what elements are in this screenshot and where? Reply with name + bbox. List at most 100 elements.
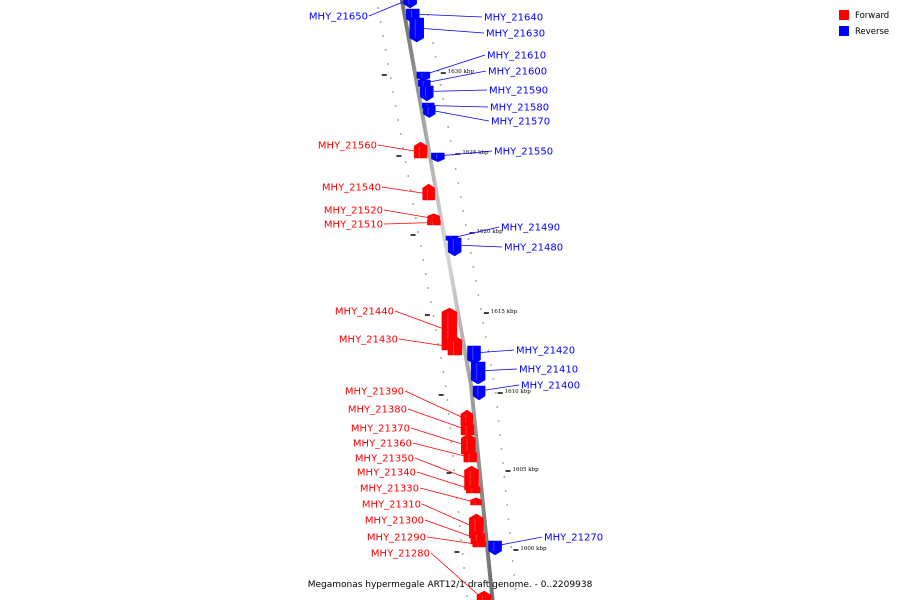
scale-mark-label: 1620 kbp: [477, 229, 504, 235]
gene-label[interactable]: MHY_21360: [353, 439, 412, 450]
gene-glyph[interactable]: [470, 361, 486, 385]
gene-label[interactable]: MHY_21420: [516, 346, 575, 357]
gene-features: MHY_21650 MHY_21640 MHY_21630 MHY_21610 MHY_…: [309, 0, 603, 600]
gene-glyph[interactable]: [447, 335, 463, 356]
gene-leader-line: [429, 109, 490, 122]
gene-label[interactable]: MHY_21570: [491, 117, 550, 128]
gene-leader-line: [424, 519, 479, 540]
gene-label[interactable]: MHY_21630: [486, 29, 545, 40]
gene-label[interactable]: MHY_21380: [348, 405, 407, 416]
gene-label[interactable]: MHY_21410: [519, 365, 578, 376]
gene-label[interactable]: MHY_21310: [362, 500, 421, 511]
gene-label[interactable]: MHY_21510: [324, 220, 383, 231]
gene-leader-line: [412, 442, 471, 458]
gene-glyph[interactable]: [431, 152, 445, 162]
gene-leader-line: [479, 384, 520, 392]
gene-label[interactable]: MHY_21330: [360, 484, 419, 495]
gene-label[interactable]: MHY_21640: [484, 13, 543, 24]
gene-leader-line: [416, 471, 474, 491]
gene-glyph[interactable]: [413, 141, 428, 159]
legend-label: Forward: [855, 11, 889, 21]
gene-label[interactable]: MHY_21600: [488, 67, 547, 78]
gene-label[interactable]: MHY_21300: [365, 516, 424, 527]
gene-glyph[interactable]: [409, 17, 424, 43]
gene-leader-line: [421, 503, 477, 529]
legend-swatch: [839, 26, 849, 36]
gene-glyph[interactable]: [488, 540, 502, 556]
gene-label[interactable]: MHY_21490: [501, 223, 560, 234]
gene-glyph[interactable]: [467, 345, 481, 365]
gene-glyph[interactable]: [472, 539, 486, 548]
gene-leader-line: [423, 54, 486, 76]
gene-label[interactable]: MHY_21590: [489, 86, 548, 97]
gene-leader-line: [377, 144, 421, 153]
gene-glyph[interactable]: [422, 183, 435, 201]
gene-label[interactable]: MHY_21350: [355, 454, 414, 465]
gene-leader-line: [451, 226, 500, 239]
gene-leader-line: [407, 408, 468, 431]
gene-glyph[interactable]: [423, 105, 436, 118]
gene-glyph[interactable]: [420, 85, 434, 102]
gene-leader-line: [426, 89, 488, 92]
scale-mark-label: 1605 kbp: [513, 467, 540, 473]
gene-leader-line: [383, 209, 434, 219]
gene-leader-line: [368, 0, 409, 17]
gene-leader-line: [428, 105, 489, 108]
genome-backbone: [399, 0, 495, 600]
scale-mark-label: 1625 kbp: [462, 150, 489, 156]
scale-mark-label: 1600 kbp: [520, 546, 547, 552]
gene-label[interactable]: MHY_21290: [367, 533, 426, 544]
gene-label[interactable]: MHY_21370: [351, 424, 410, 435]
gene-label[interactable]: MHY_21280: [371, 549, 430, 560]
gene-glyph[interactable]: [403, 0, 417, 9]
gene-leader-line: [414, 457, 472, 481]
gene-leader-line: [404, 390, 468, 420]
gene-glyph[interactable]: [447, 237, 462, 257]
gene-glyph[interactable]: [463, 448, 478, 463]
gene-leader-line: [419, 487, 477, 503]
gene-label[interactable]: MHY_21400: [521, 381, 580, 392]
gene-leader-line: [383, 222, 434, 225]
gene-leader-line: [454, 244, 503, 248]
scale-mark-label: 1630 kbp: [448, 69, 475, 75]
gene-leader-line: [473, 349, 515, 354]
gene-leader-line: [495, 536, 543, 547]
gene-label[interactable]: MHY_21520: [324, 206, 383, 217]
gene-glyph[interactable]: [460, 420, 475, 436]
gene-label[interactable]: MHY_21550: [494, 147, 553, 158]
gene-leader-line: [381, 186, 429, 195]
gene-label[interactable]: MHY_21430: [339, 335, 398, 346]
gene-label[interactable]: MHY_21650: [309, 12, 368, 23]
gene-glyph[interactable]: [472, 385, 486, 401]
gene-leader-line: [424, 70, 487, 84]
map-caption: Megamonas hypermegale ART12/1 draft geno…: [308, 580, 593, 590]
gene-leader-line: [398, 338, 455, 348]
gene-leader-line: [412, 13, 483, 18]
gene-label[interactable]: MHY_21340: [357, 468, 416, 479]
gene-label[interactable]: MHY_21440: [335, 307, 394, 318]
gene-label[interactable]: MHY_21560: [318, 141, 377, 152]
scale-mark-label: 1615 kbp: [491, 309, 518, 315]
gene-leader-line: [478, 368, 518, 372]
minor-ticks: [377, 7, 517, 597]
legend-label: Reverse: [855, 27, 889, 37]
gene-leader-line: [437, 150, 493, 157]
gene-leader-line: [430, 552, 485, 600]
gene-label[interactable]: MHY_21580: [490, 103, 549, 114]
gene-leader-line: [416, 27, 485, 34]
gene-glyph[interactable]: [427, 217, 441, 226]
gene-label[interactable]: MHY_21540: [322, 183, 381, 194]
gene-label[interactable]: MHY_21270: [544, 533, 603, 544]
gene-label[interactable]: MHY_21390: [345, 387, 404, 398]
scale-mark-label: 1610 kbp: [505, 389, 532, 395]
gene-label[interactable]: MHY_21480: [504, 243, 563, 254]
gene-glyph[interactable]: [476, 590, 492, 600]
scale-marks: 1630 kbp 1625 kbp 1620 kbp 1615 kbp 1610 kbp…: [381, 69, 547, 553]
legend-swatch: [839, 10, 849, 20]
gene-leader-line: [394, 310, 450, 332]
gene-leader-line: [410, 427, 469, 447]
gene-leader-line: [426, 536, 480, 545]
legend: Forward Reverse: [839, 10, 889, 37]
gene-label[interactable]: MHY_21610: [487, 51, 546, 62]
